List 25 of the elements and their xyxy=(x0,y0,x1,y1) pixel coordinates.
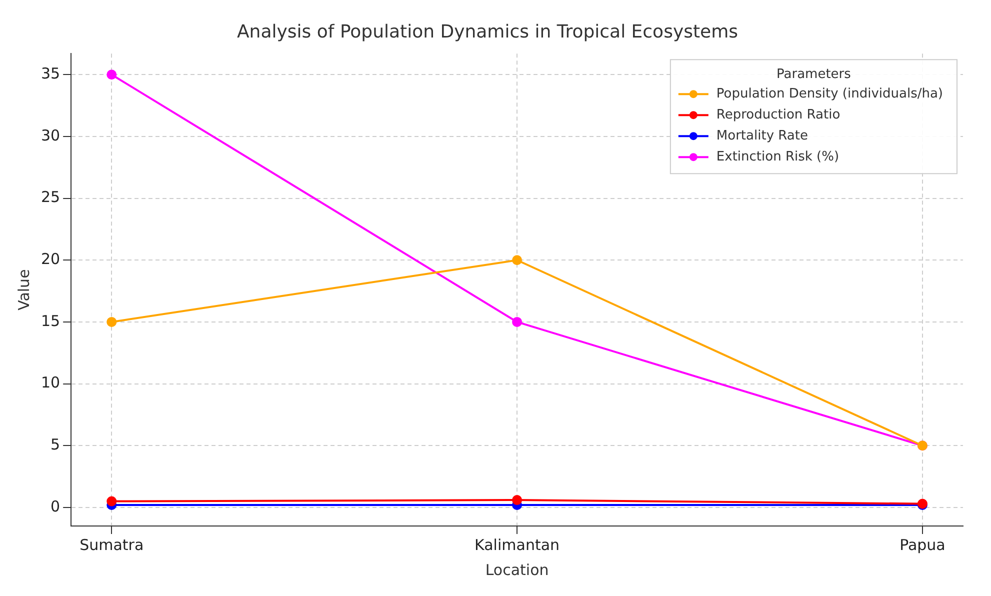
point xyxy=(106,496,117,506)
chart-title: Analysis of Population Dynamics in Tropical Ecosystems xyxy=(236,21,738,42)
y-tick-label: 0 xyxy=(50,497,60,516)
point xyxy=(512,255,522,266)
point xyxy=(512,316,522,327)
point xyxy=(106,316,117,327)
point xyxy=(512,495,522,506)
y-axis-title: Value xyxy=(14,269,33,310)
x-tick-label: Papua xyxy=(900,536,946,554)
y-tick-label: 25 xyxy=(40,188,60,206)
legend-label: Mortality Rate xyxy=(716,128,808,144)
x-tick-label: Sumatra xyxy=(80,536,144,554)
y-tick-label: 30 xyxy=(40,126,60,144)
y-tick-label: 20 xyxy=(40,250,60,268)
legend-label: Extinction Risk (%) xyxy=(716,149,840,164)
legend-title: Parameters xyxy=(776,66,852,82)
y-tick-label: 35 xyxy=(40,64,60,83)
y-tick-label: 5 xyxy=(50,436,60,454)
legend-label: Reproduction Ratio xyxy=(716,107,840,122)
y-tick-label: 15 xyxy=(40,312,60,330)
y-tick-label: 10 xyxy=(40,374,60,392)
x-axis-title: Location xyxy=(485,560,549,579)
legend-label: Population Density (individuals/ha) xyxy=(716,86,944,102)
point xyxy=(106,70,117,80)
x-tick-label: Kalimantan xyxy=(474,536,560,554)
